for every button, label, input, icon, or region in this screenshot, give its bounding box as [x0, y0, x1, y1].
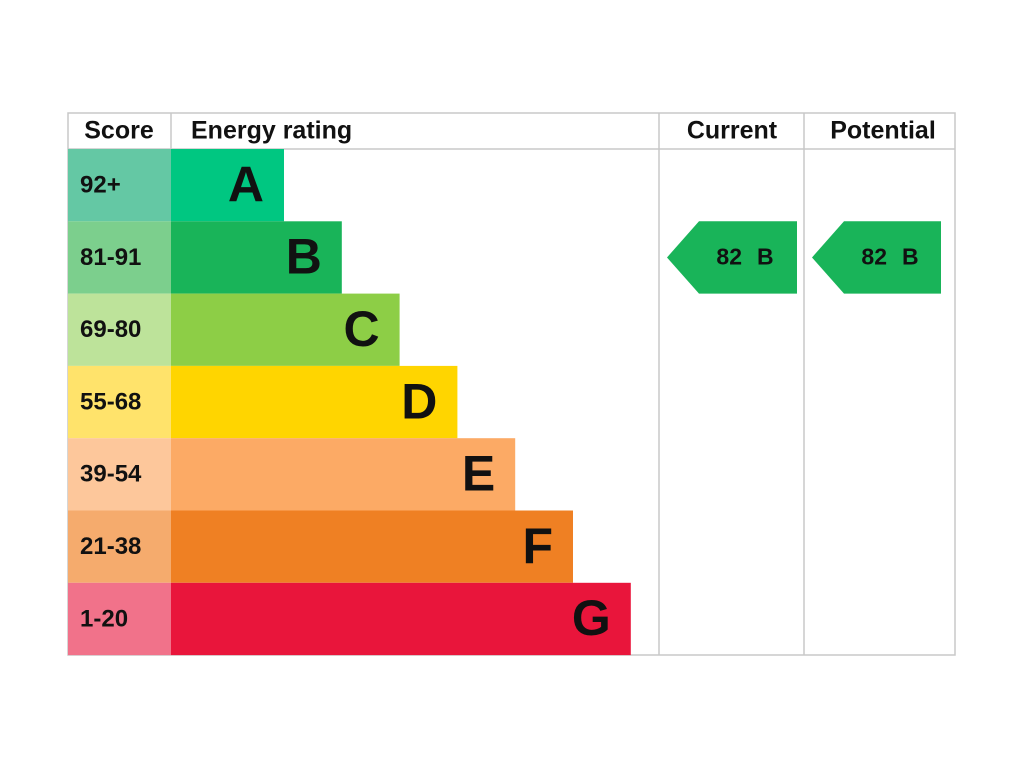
arrow-band: B	[902, 244, 919, 270]
rating-bar	[171, 438, 516, 511]
score-label: 55-68	[80, 388, 141, 415]
band-letter: C	[343, 301, 379, 357]
score-cell	[68, 365, 171, 439]
band-letter: F	[522, 518, 553, 574]
score-label: 21-38	[80, 533, 141, 560]
score-cell	[68, 293, 171, 366]
header-rating: Energy rating	[191, 117, 352, 145]
band-letter: G	[572, 590, 611, 646]
rating-bar	[171, 365, 458, 439]
arrow-band: B	[757, 244, 774, 270]
band-letter: E	[462, 446, 495, 502]
score-cell	[68, 149, 171, 222]
header-current: Current	[687, 117, 778, 145]
score-label: 81-91	[80, 244, 141, 271]
rating-bar	[171, 582, 631, 656]
score-cell	[68, 221, 171, 294]
header-potential: Potential	[830, 117, 936, 145]
score-cell	[68, 510, 171, 583]
rating-bar	[171, 149, 284, 222]
score-label: 69-80	[80, 316, 141, 343]
band-letter: A	[228, 156, 264, 212]
arrow-score: 82	[861, 244, 887, 270]
score-cell	[68, 438, 171, 511]
score-label: 92+	[80, 171, 121, 198]
rating-arrow	[812, 221, 941, 294]
rating-arrow	[667, 221, 797, 294]
band-letter: B	[286, 229, 322, 285]
header-score: Score	[84, 117, 154, 145]
band-letter: D	[401, 373, 437, 429]
score-cell	[68, 582, 171, 656]
rating-bar	[171, 510, 573, 583]
rating-bar	[171, 221, 342, 294]
arrow-score: 82	[716, 244, 742, 270]
score-label: 1-20	[80, 605, 128, 632]
score-label: 39-54	[80, 461, 142, 488]
rating-bar	[171, 293, 400, 366]
